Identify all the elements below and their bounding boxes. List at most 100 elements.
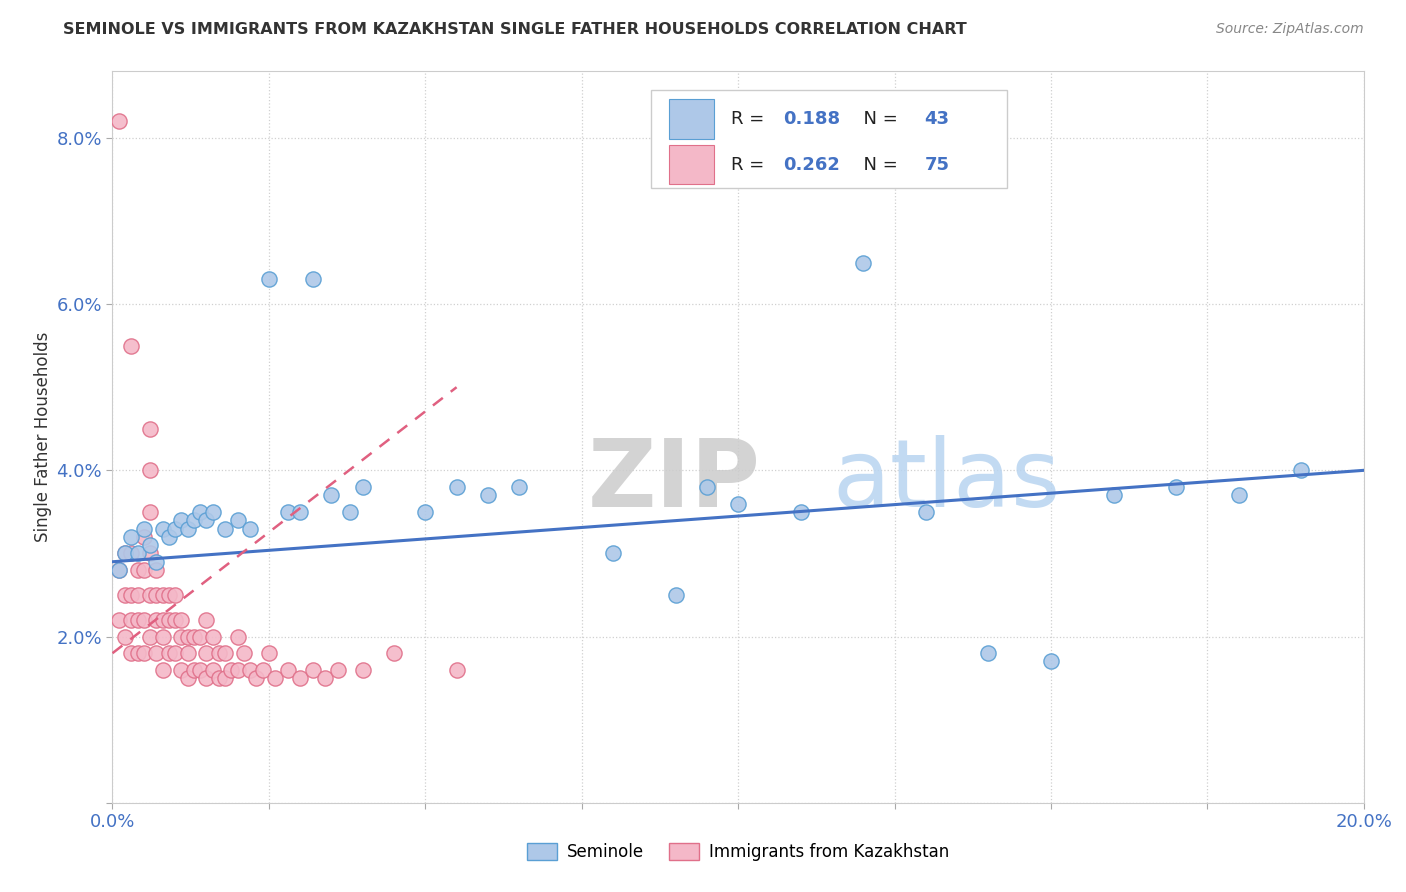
Point bbox=[1291, 463, 1313, 477]
Point bbox=[277, 663, 299, 677]
Point bbox=[170, 513, 193, 527]
Point bbox=[188, 663, 211, 677]
Point bbox=[170, 663, 193, 677]
Point bbox=[277, 505, 299, 519]
FancyBboxPatch shape bbox=[651, 90, 1007, 188]
Point bbox=[977, 646, 1000, 660]
Point bbox=[602, 546, 624, 560]
Point bbox=[145, 588, 167, 602]
Point bbox=[221, 663, 243, 677]
Point bbox=[226, 513, 249, 527]
Text: N =: N = bbox=[852, 155, 904, 174]
Point bbox=[107, 563, 129, 577]
Point bbox=[352, 480, 374, 494]
Point bbox=[170, 630, 193, 644]
Point bbox=[183, 663, 205, 677]
Point bbox=[257, 272, 280, 286]
Point bbox=[321, 488, 343, 502]
Point bbox=[508, 480, 530, 494]
Point bbox=[195, 671, 218, 685]
Point bbox=[127, 563, 149, 577]
Point bbox=[232, 646, 254, 660]
Point bbox=[176, 521, 198, 535]
Point bbox=[152, 521, 174, 535]
Point bbox=[157, 646, 180, 660]
Point bbox=[790, 505, 813, 519]
Point bbox=[120, 530, 142, 544]
Point bbox=[132, 521, 155, 535]
Point bbox=[152, 588, 174, 602]
Point bbox=[664, 588, 686, 602]
Point bbox=[239, 663, 262, 677]
Point bbox=[139, 630, 162, 644]
Point bbox=[214, 671, 236, 685]
Point bbox=[132, 530, 155, 544]
FancyBboxPatch shape bbox=[669, 145, 714, 185]
Text: 43: 43 bbox=[925, 110, 949, 128]
Point bbox=[339, 505, 361, 519]
Point bbox=[157, 613, 180, 627]
Point bbox=[145, 555, 167, 569]
Point bbox=[176, 646, 198, 660]
Point bbox=[727, 497, 749, 511]
Text: 0.262: 0.262 bbox=[783, 155, 839, 174]
Point bbox=[208, 646, 231, 660]
Point bbox=[176, 671, 198, 685]
Point bbox=[183, 630, 205, 644]
Point bbox=[290, 505, 312, 519]
Point bbox=[226, 630, 249, 644]
Point bbox=[301, 663, 323, 677]
Point bbox=[195, 613, 218, 627]
Point bbox=[208, 671, 231, 685]
Point bbox=[132, 613, 155, 627]
Point bbox=[120, 546, 142, 560]
Text: ZIP: ZIP bbox=[588, 435, 761, 527]
FancyBboxPatch shape bbox=[669, 99, 714, 138]
Point bbox=[163, 646, 186, 660]
Text: R =: R = bbox=[731, 110, 769, 128]
Point bbox=[352, 663, 374, 677]
Point bbox=[163, 588, 186, 602]
Point bbox=[157, 530, 180, 544]
Point bbox=[188, 630, 211, 644]
Point bbox=[120, 338, 142, 352]
Point bbox=[1166, 480, 1188, 494]
Point bbox=[152, 630, 174, 644]
Point bbox=[114, 588, 136, 602]
Point bbox=[139, 588, 162, 602]
Point bbox=[188, 505, 211, 519]
Point bbox=[132, 563, 155, 577]
Point bbox=[120, 588, 142, 602]
Point bbox=[477, 488, 499, 502]
Point bbox=[1227, 488, 1250, 502]
Point bbox=[127, 613, 149, 627]
Point bbox=[915, 505, 938, 519]
Point bbox=[326, 663, 349, 677]
Text: SEMINOLE VS IMMIGRANTS FROM KAZAKHSTAN SINGLE FATHER HOUSEHOLDS CORRELATION CHAR: SEMINOLE VS IMMIGRANTS FROM KAZAKHSTAN S… bbox=[63, 22, 967, 37]
Point bbox=[1102, 488, 1125, 502]
Point bbox=[245, 671, 267, 685]
Point bbox=[152, 613, 174, 627]
Point bbox=[195, 513, 218, 527]
Point bbox=[139, 538, 162, 552]
Point bbox=[214, 646, 236, 660]
Y-axis label: Single Father Households: Single Father Households bbox=[34, 332, 52, 542]
Point bbox=[290, 671, 312, 685]
Point bbox=[145, 563, 167, 577]
Point bbox=[163, 613, 186, 627]
Point bbox=[382, 646, 405, 660]
Text: 75: 75 bbox=[925, 155, 949, 174]
Point bbox=[201, 663, 224, 677]
Point bbox=[127, 546, 149, 560]
Point bbox=[852, 255, 875, 269]
Point bbox=[139, 546, 162, 560]
Text: atlas: atlas bbox=[832, 435, 1060, 527]
Point bbox=[214, 521, 236, 535]
Point bbox=[114, 546, 136, 560]
Point bbox=[107, 114, 129, 128]
Point bbox=[107, 613, 129, 627]
Point bbox=[446, 663, 468, 677]
Point bbox=[145, 613, 167, 627]
Text: N =: N = bbox=[852, 110, 904, 128]
Point bbox=[1039, 655, 1063, 669]
